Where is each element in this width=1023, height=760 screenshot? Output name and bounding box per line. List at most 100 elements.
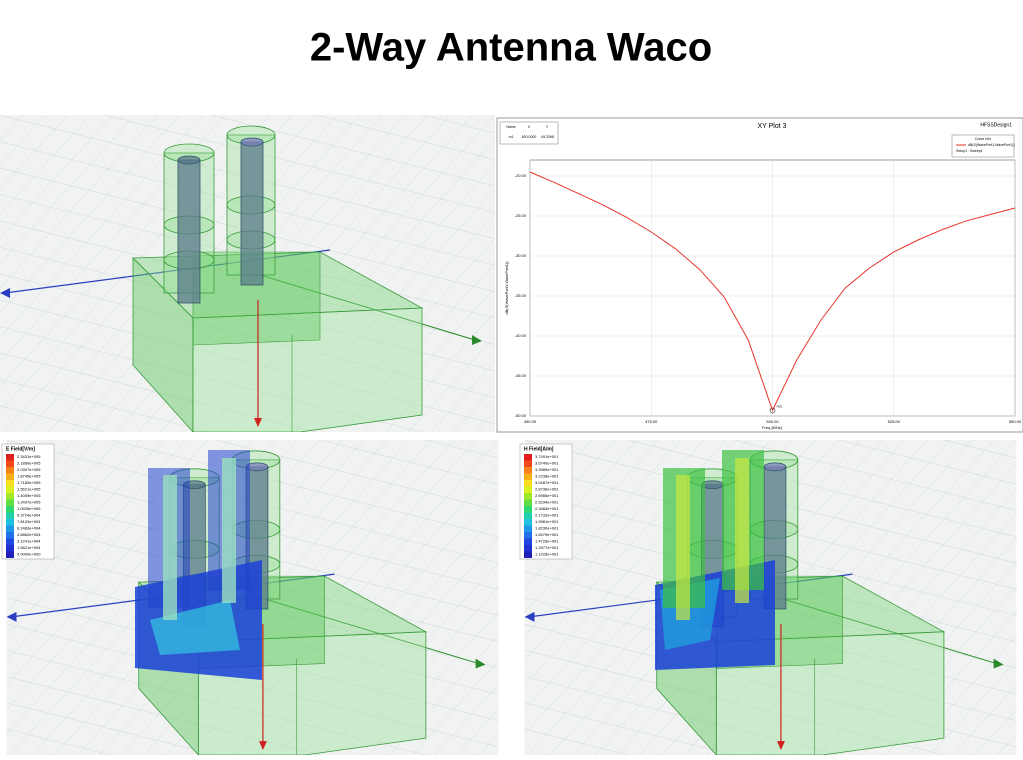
x-tick-label: 525.00 — [888, 419, 901, 424]
colorbar-swatch — [6, 460, 14, 467]
y-tick-label: -40.00 — [515, 333, 527, 338]
colorbar-swatch — [524, 486, 532, 493]
colorbar-label: 3.1241e+004 — [17, 539, 41, 544]
y-tick-label: -25.00 — [515, 213, 527, 218]
x-axis-label: Freq [MHz] — [762, 425, 782, 430]
colorbar-swatch — [524, 512, 532, 519]
colorbar-label: 1.5621e+005 — [17, 487, 41, 492]
marker-table-header: Y — [546, 125, 549, 129]
y-axis-label: dB(S(WavePort1,WavePort1)) — [504, 261, 509, 315]
curve — [529, 171, 1016, 412]
colorbar-swatch — [524, 467, 532, 474]
colorbar-swatch — [6, 519, 14, 526]
marker-label: m1 — [777, 403, 783, 408]
colorbar-swatch — [524, 545, 532, 552]
colorbar-label: 2.3483e+001 — [535, 506, 559, 511]
marker-table-header: X — [528, 125, 531, 129]
colorbar-label: 3.0487e+001 — [535, 480, 559, 485]
colorbar-label: 3.2238e+001 — [535, 474, 559, 479]
marker-table-header: Name — [506, 125, 515, 129]
y-tick-label: -35.00 — [515, 293, 527, 298]
plot-subtitle: HFSSDesign1 — [980, 122, 1012, 128]
colorbar-swatch — [524, 519, 532, 526]
colorbar-label: 4.6862e+004 — [17, 532, 41, 537]
colorbar-swatch — [6, 454, 14, 461]
colorbar-label: 3.7491e+001 — [535, 454, 559, 459]
marker-table-cell: 500.0000 — [522, 135, 537, 139]
marker-table — [499, 121, 559, 145]
colorbar-label: 9.3724e+004 — [17, 513, 41, 518]
colorbar-label: 1.0935e+005 — [17, 506, 41, 511]
legend-entry: dB(S(WavePort1,WavePort1)) — [968, 143, 1015, 147]
colorbar-swatch — [6, 506, 14, 513]
colorbar-swatch — [524, 506, 532, 513]
colorbar-swatch — [524, 499, 532, 506]
colorbar-swatch — [524, 454, 532, 461]
colorbar-swatch — [6, 473, 14, 480]
antenna-model — [0, 115, 495, 432]
colorbar-swatch — [524, 460, 532, 467]
colorbar-label: 2.1732e+001 — [535, 513, 559, 518]
legend-setup: Setup1 : Sweep1 — [956, 149, 983, 153]
colorbar-label: 1.2977e+001 — [535, 545, 559, 550]
colorbar-swatch — [6, 499, 14, 506]
colorbar-swatch — [6, 486, 14, 493]
x-tick-label: 450.00 — [524, 419, 537, 424]
colorbar-swatch — [524, 538, 532, 545]
e-field-overlay — [1, 443, 262, 680]
y-tick-label: -30.00 — [515, 253, 527, 258]
colorbar-swatch — [6, 493, 14, 500]
colorbar-label: 2.5234e+001 — [535, 500, 559, 505]
slide-title: 2-Way Antenna Waco — [310, 26, 712, 70]
colorbar-label: 1.5621e+004 — [17, 545, 41, 550]
colorbar-swatch — [6, 545, 14, 552]
colorbar-label: 0.0000e+000 — [17, 552, 41, 557]
colorbar-swatch — [6, 467, 14, 474]
colorbar-swatch — [524, 473, 532, 480]
y-tick-label: -50.00 — [515, 413, 527, 418]
colorbar-swatch — [524, 525, 532, 532]
colorbar-title: H Field[A/m] — [524, 446, 554, 452]
colorbar-label: 7.8103e+004 — [17, 519, 41, 524]
x-tick-label: 475.00 — [645, 419, 658, 424]
colorbar-label: 1.6479e+001 — [535, 532, 559, 537]
colorbar-label: 3.3989e+001 — [535, 467, 559, 472]
colorbar-swatch — [524, 532, 532, 539]
colorbar-swatch — [6, 538, 14, 545]
xy-plot — [496, 117, 1023, 433]
x-tick-label: 500.00 — [766, 419, 779, 424]
colorbar-label: 1.4059e+005 — [17, 493, 41, 498]
marker-table-cell: m1 — [509, 135, 514, 139]
colorbar-swatch — [6, 512, 14, 519]
colorbar-label: 3.5740e+001 — [535, 461, 559, 466]
x-tick-label: 550.00 — [1009, 419, 1022, 424]
colorbar-label: 1.4728e+001 — [535, 539, 559, 544]
colorbar-swatch — [524, 493, 532, 500]
y-tick-label: -45.00 — [515, 373, 527, 378]
legend-title: Curve Info — [975, 137, 991, 141]
colorbar-label: 1.2497e+005 — [17, 500, 41, 505]
colorbar-label: 1.7183e+005 — [17, 480, 41, 485]
colorbar-swatch — [6, 532, 14, 539]
colorbar-swatch — [524, 551, 532, 558]
legend-box — [951, 134, 1015, 158]
colorbar-label: 2.1869e+005 — [17, 461, 41, 466]
marker-table-cell: -49.3398 — [540, 135, 554, 139]
colorbar-label: 1.1226e+001 — [535, 552, 559, 557]
plot-title: XY Plot 3 — [757, 123, 786, 130]
colorbar-label: 1.8230e+001 — [535, 526, 559, 531]
colorbar-title: E Field[V/m] — [6, 446, 35, 452]
colorbar-label: 1.8745e+005 — [17, 474, 41, 479]
colorbar-swatch — [6, 551, 14, 558]
colorbar-label: 6.2483e+004 — [17, 526, 41, 531]
y-tick-label: -20.00 — [515, 173, 527, 178]
colorbar-label: 1.9981e+001 — [535, 519, 559, 524]
colorbar-label: 2.8736e+001 — [535, 487, 559, 492]
h-field-overlay — [519, 443, 775, 670]
marker — [769, 407, 776, 414]
colorbar-label: 2.3431e+005 — [17, 454, 41, 459]
colorbar-swatch — [6, 525, 14, 532]
colorbar-label: 2.0307e+005 — [17, 467, 41, 472]
colorbar-swatch — [6, 480, 14, 487]
